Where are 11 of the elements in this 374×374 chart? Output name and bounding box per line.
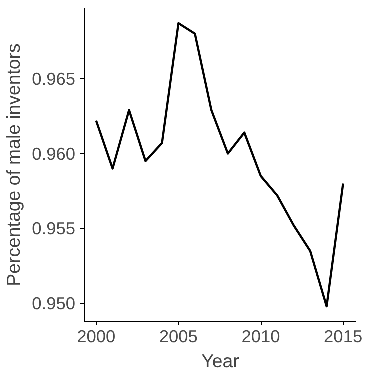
line-series — [95, 22, 344, 308]
y-tick-label: 0.960 — [32, 144, 76, 164]
y-tick-label: 0.965 — [32, 68, 76, 89]
y-axis-title: Percentage of male inventors — [3, 44, 24, 286]
y-tick-label: 0.955 — [32, 218, 76, 239]
x-tick-label: 2005 — [159, 326, 198, 346]
x-axis-title: Year — [202, 350, 240, 372]
x-tick-label: 2000 — [77, 326, 116, 346]
x-tick-label: 2015 — [324, 326, 363, 346]
x-tick-label: 2010 — [242, 326, 280, 346]
y-tick-label: 0.950 — [32, 294, 76, 314]
